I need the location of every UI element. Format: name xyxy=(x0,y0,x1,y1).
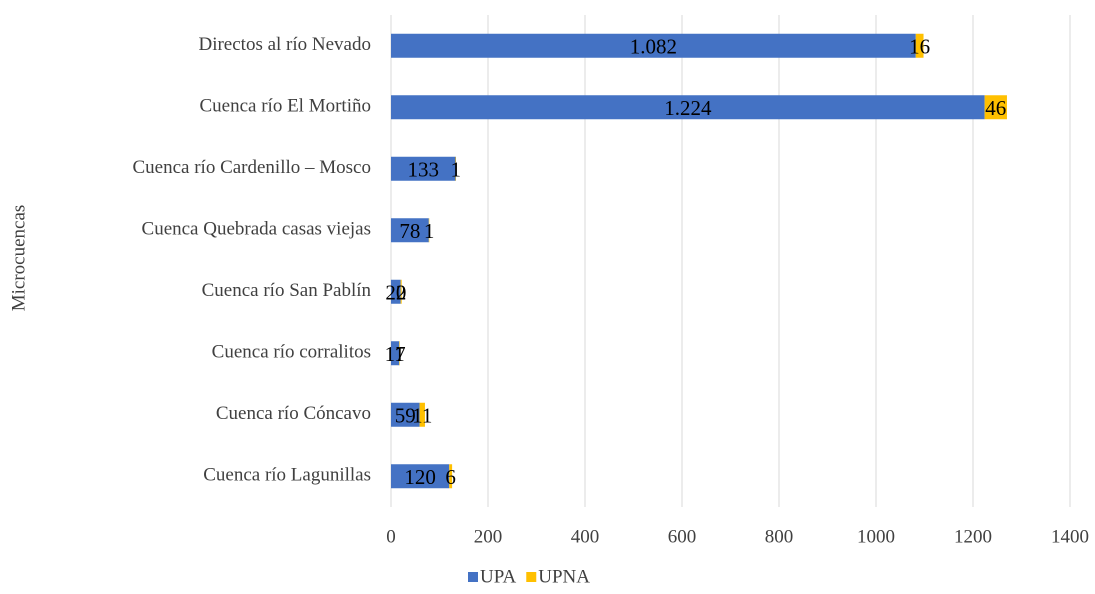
data-label: 1 xyxy=(424,219,435,243)
x-tick-label: 1200 xyxy=(954,526,992,547)
bar-segment xyxy=(419,402,425,427)
data-label: 16 xyxy=(909,35,930,59)
bar-segment xyxy=(400,279,402,304)
bar-segment xyxy=(391,33,916,58)
data-label: 11 xyxy=(412,404,432,428)
data-label: 1.082 xyxy=(630,35,677,59)
x-tick-label: 200 xyxy=(474,526,503,547)
y-tick-label: Directos al río Nevado xyxy=(198,34,371,55)
y-tick-label: Cuenca río corralitos xyxy=(212,342,371,363)
legend-label: UPA xyxy=(480,566,517,587)
bar-segment xyxy=(391,218,429,243)
data-label: 6 xyxy=(445,465,456,489)
bar-segment xyxy=(391,156,456,181)
y-tick-label: Cuenca río Cóncavo xyxy=(216,403,371,424)
bar-segment xyxy=(391,341,400,366)
bar-segment xyxy=(391,464,450,489)
data-label: 17 xyxy=(385,342,406,366)
legend-label: UPNA xyxy=(538,566,590,587)
x-tick-label: 400 xyxy=(571,526,600,547)
bar-segment xyxy=(984,95,1007,120)
x-tick-label: 600 xyxy=(668,526,697,547)
x-tick-label: 800 xyxy=(765,526,794,547)
y-tick-label: Cuenca río San Pablín xyxy=(202,280,372,301)
data-label: 1.224 xyxy=(664,96,712,120)
x-tick-label: 1400 xyxy=(1051,526,1089,547)
y-tick-label: Cuenca Quebrada casas viejas xyxy=(142,219,371,240)
bar-segment xyxy=(391,95,985,120)
data-label: 1 xyxy=(394,342,405,366)
data-label: 46 xyxy=(985,96,1006,120)
bar-segment xyxy=(915,33,924,58)
y-tick-label: Cuenca río El Mortiño xyxy=(200,96,372,117)
x-tick-label: 1000 xyxy=(857,526,895,547)
data-label: 78 xyxy=(399,219,420,243)
y-tick-label: Cuenca río Cardenillo – Mosco xyxy=(132,157,371,178)
data-label: 2 xyxy=(396,281,407,305)
data-label: 120 xyxy=(404,465,436,489)
bar-segment xyxy=(391,402,420,427)
data-label: 133 xyxy=(408,158,440,182)
data-label: 59 xyxy=(395,404,416,428)
data-label: 1 xyxy=(450,158,461,182)
bar-segment xyxy=(449,464,453,489)
legend-swatch xyxy=(526,572,537,582)
bar-segment xyxy=(391,279,401,304)
y-axis-label: Microcuencas xyxy=(8,205,29,312)
y-tick-label: Cuenca río Lagunillas xyxy=(203,465,371,486)
legend-swatch xyxy=(468,572,478,582)
x-tick-label: 0 xyxy=(386,526,396,547)
